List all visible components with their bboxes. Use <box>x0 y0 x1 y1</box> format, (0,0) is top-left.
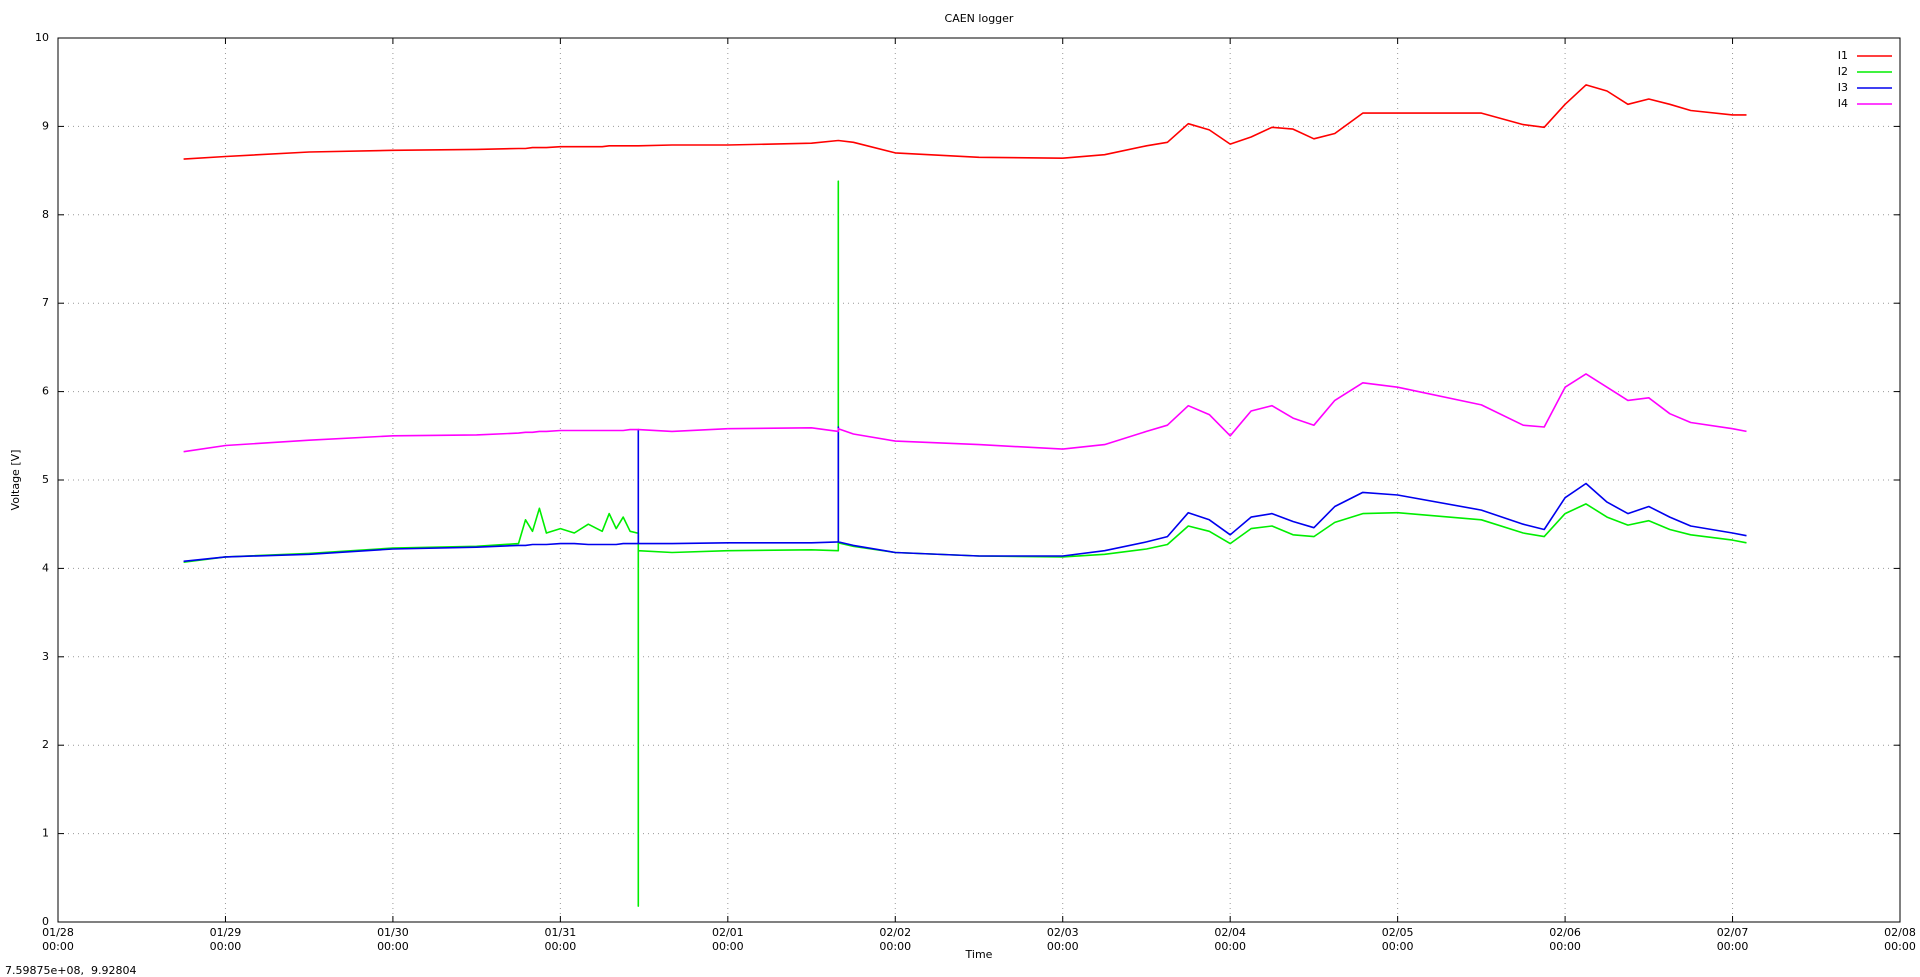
series-line <box>183 426 1747 563</box>
y-tick-label: 10 <box>35 31 49 44</box>
y-tick-label: 0 <box>42 915 49 928</box>
series-line <box>183 180 1747 907</box>
x-tick-label: 02/04 00:00 <box>1214 926 1247 953</box>
x-tick-label: 02/03 00:00 <box>1046 926 1079 953</box>
x-axis-label: Time <box>965 948 993 961</box>
x-tick-label: 02/02 00:00 <box>879 926 912 953</box>
x-tick-label: 02/01 00:00 <box>711 926 744 953</box>
x-tick-label: 01/28 00:00 <box>42 926 74 953</box>
chart-title: CAEN logger <box>945 12 1014 25</box>
y-tick-label: 1 <box>42 827 49 840</box>
x-tick-label: 02/08 00:00 <box>1884 926 1916 953</box>
status-text: 7.59875e+08, 9.92804 <box>5 964 137 977</box>
y-tick-label: 9 <box>42 119 49 132</box>
y-tick-label: 7 <box>42 296 49 309</box>
y-tick-label: 5 <box>42 473 49 486</box>
y-tick-label: 4 <box>42 561 49 574</box>
legend-label: I4 <box>1838 97 1848 110</box>
x-tick-label: 02/06 00:00 <box>1549 926 1581 953</box>
x-tick-label: 01/30 00:00 <box>377 926 409 953</box>
series-line <box>183 373 1747 453</box>
x-tick-label: 01/29 00:00 <box>209 926 242 953</box>
y-tick-label: 8 <box>42 208 49 221</box>
legend-label: I2 <box>1838 65 1848 78</box>
x-tick-label: 02/05 00:00 <box>1381 926 1414 953</box>
x-tick-label: 02/07 00:00 <box>1716 926 1749 953</box>
y-axis-label: Voltage [V] <box>9 450 22 511</box>
x-tick-label: 01/31 00:00 <box>544 926 577 953</box>
legend-label: I3 <box>1838 81 1848 94</box>
series-line <box>183 84 1747 160</box>
legend-label: I1 <box>1838 49 1848 62</box>
y-tick-label: 3 <box>42 650 49 663</box>
y-tick-label: 6 <box>42 385 49 398</box>
y-tick-label: 2 <box>42 738 49 751</box>
